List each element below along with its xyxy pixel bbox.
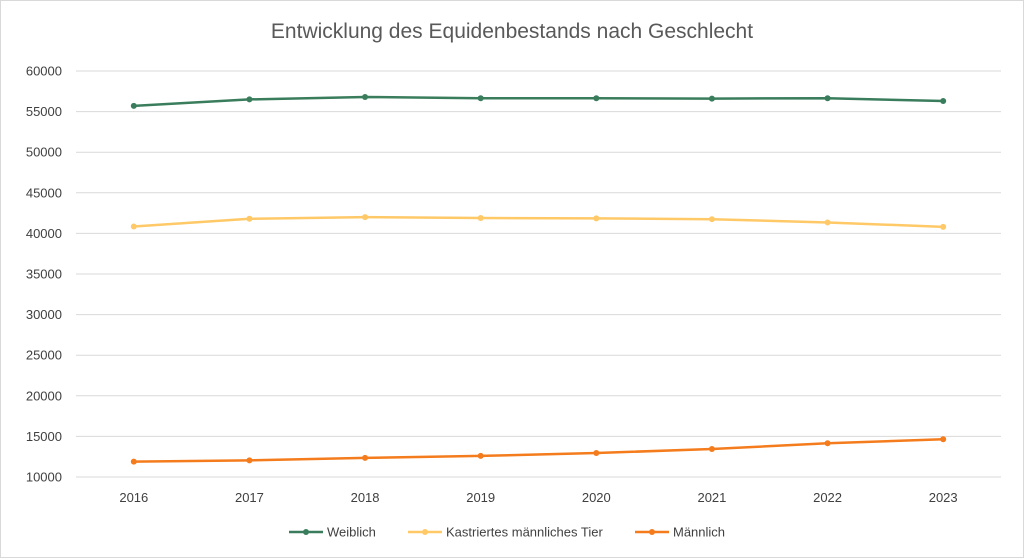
data-point xyxy=(477,95,484,102)
legend-label: Weiblich xyxy=(327,525,376,540)
data-point xyxy=(824,440,831,447)
data-point xyxy=(708,216,715,223)
x-axis: 2016 2017 2018 2019 2020 2021 2022 2023 xyxy=(119,490,957,505)
x-tick-label: 2021 xyxy=(697,490,726,505)
series-line xyxy=(133,95,944,108)
data-point xyxy=(708,445,715,452)
y-axis: 10000 15000 20000 25000 30000 35000 40000 45000… xyxy=(26,64,62,485)
data-point xyxy=(824,219,831,226)
data-point xyxy=(940,436,947,443)
x-tick-label: 2016 xyxy=(119,490,148,505)
legend-label: Kastriertes männliches Tier xyxy=(446,525,603,540)
series-2 xyxy=(130,436,947,465)
legend-label: Männlich xyxy=(673,525,725,540)
data-point xyxy=(593,95,600,102)
y-tick-label: 20000 xyxy=(26,388,62,403)
y-tick-label: 40000 xyxy=(26,226,62,241)
data-point xyxy=(940,98,947,105)
y-tick-label: 55000 xyxy=(26,104,62,119)
legend-item: Männlich xyxy=(635,525,725,540)
y-tick-label: 10000 xyxy=(26,470,62,485)
legend-item: Weiblich xyxy=(289,525,376,540)
series-line xyxy=(133,215,944,229)
y-tick-label: 35000 xyxy=(26,267,62,282)
legend-point-marker xyxy=(422,529,428,535)
data-point xyxy=(708,95,715,102)
series-1 xyxy=(130,214,947,230)
data-point xyxy=(246,96,253,103)
y-tick-label: 30000 xyxy=(26,307,62,322)
x-tick-label: 2023 xyxy=(929,490,958,505)
chart-title: Entwicklung des Equidenbestands nach Ges… xyxy=(271,20,753,43)
series-group xyxy=(130,93,947,465)
y-tick-label: 45000 xyxy=(26,185,62,200)
series-0 xyxy=(130,93,947,109)
data-point xyxy=(362,454,369,461)
data-point xyxy=(130,223,137,230)
data-point xyxy=(824,95,831,102)
data-point xyxy=(130,458,137,465)
x-tick-label: 2022 xyxy=(813,490,842,505)
data-point xyxy=(362,93,369,100)
legend-point-marker xyxy=(649,529,655,535)
data-point xyxy=(593,450,600,457)
data-point xyxy=(940,223,947,230)
gridlines xyxy=(76,70,1001,478)
legend-item: Kastriertes männliches Tier xyxy=(408,525,603,540)
data-point xyxy=(130,102,137,109)
data-point xyxy=(593,215,600,222)
data-point xyxy=(362,214,369,221)
y-tick-label: 60000 xyxy=(26,64,62,79)
legend-point-marker xyxy=(303,529,309,535)
x-tick-label: 2019 xyxy=(466,490,495,505)
series-line xyxy=(133,437,944,463)
data-point xyxy=(477,452,484,459)
x-tick-label: 2017 xyxy=(235,490,264,505)
data-point xyxy=(477,214,484,221)
y-tick-label: 15000 xyxy=(26,429,62,444)
x-tick-label: 2018 xyxy=(351,490,380,505)
y-tick-label: 25000 xyxy=(26,348,62,363)
x-tick-label: 2020 xyxy=(582,490,611,505)
data-point xyxy=(246,215,253,222)
y-tick-label: 50000 xyxy=(26,145,62,160)
data-point xyxy=(246,457,253,464)
legend: Weiblich Kastriertes männliches Tier Männl… xyxy=(289,525,725,540)
